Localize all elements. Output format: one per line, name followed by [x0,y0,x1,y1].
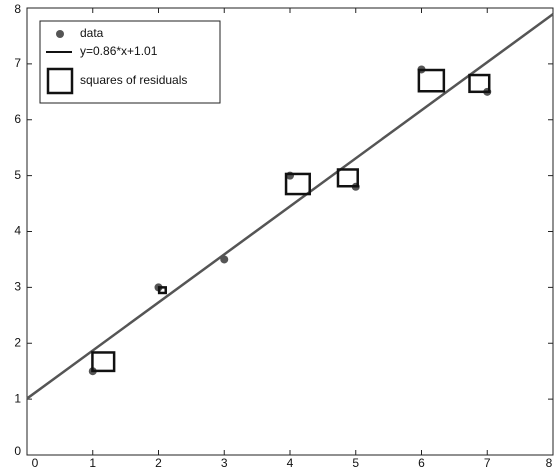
y-tick-label: 2 [14,335,21,349]
x-tick-label: 6 [418,456,425,470]
y-tick-label: 6 [14,112,21,126]
y-tick-label: 3 [14,280,21,294]
x-tick-label: 2 [155,456,162,470]
legend-label: squares of residuals [80,73,187,87]
x-tick-label: 5 [352,456,359,470]
residual-square [417,68,446,93]
y-tick-label: 7 [14,56,21,70]
residual-square [284,172,311,196]
x-tick-label: 3 [221,456,228,470]
legend-label: y=0.86*x+1.01 [80,44,158,58]
residual-square [336,168,359,188]
x-tick-label: 1 [89,456,96,470]
legend-marker [46,67,74,95]
y-tick-label: 0 [14,444,21,458]
y-tick-label: 4 [14,224,21,238]
y-tick-label: 8 [14,2,21,16]
residual-square [157,286,167,295]
x-tick-label: 7 [484,456,491,470]
y-tick-label: 5 [14,168,21,182]
legend-box [39,20,221,104]
fit-line [26,13,554,400]
legend-label: data [80,26,104,40]
x-tick-label: 8 [546,456,553,470]
data-point [220,255,229,264]
residual-square [91,351,116,373]
legend-marker [56,30,64,38]
x-tick-label: 0 [32,456,39,470]
residual-square [468,73,491,94]
x-tick-label: 4 [287,456,294,470]
y-tick-label: 1 [14,391,21,405]
